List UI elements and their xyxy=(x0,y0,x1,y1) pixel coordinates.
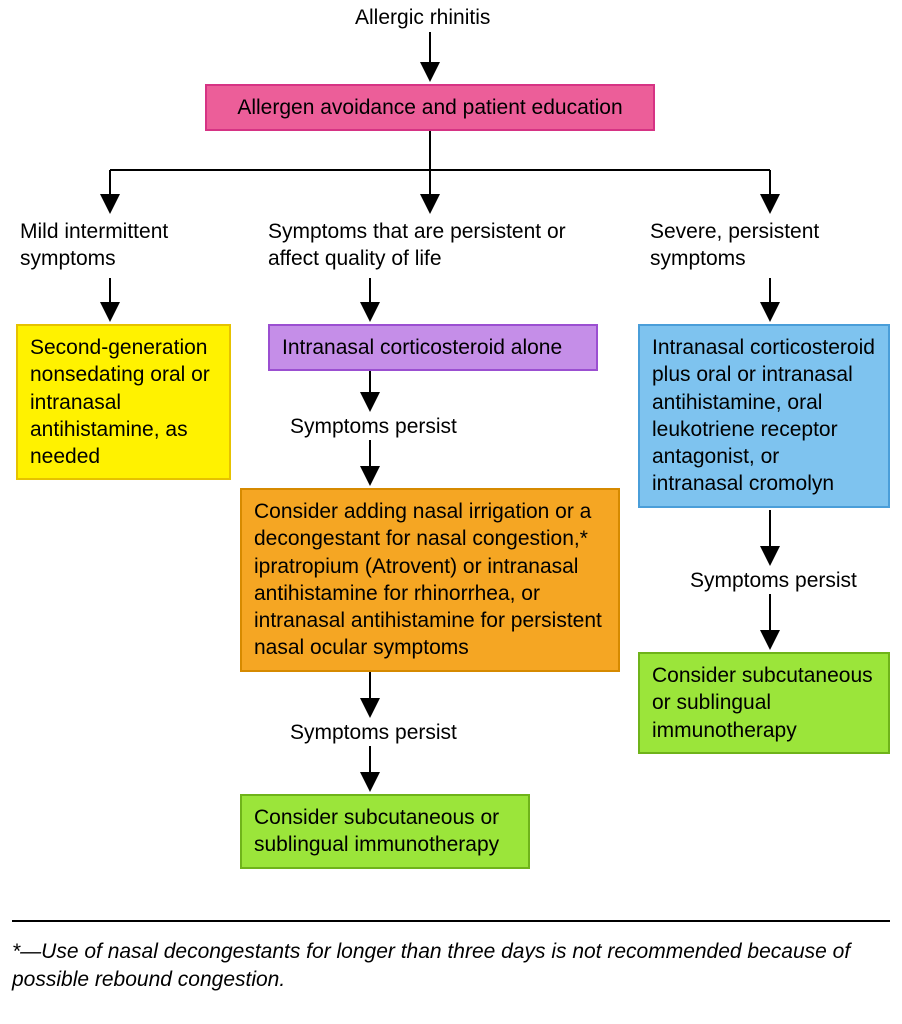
node-persist1: Symptoms persist xyxy=(290,413,457,440)
node-immuno-mid: Consider subcutaneous or sublingual immu… xyxy=(240,794,530,869)
node-consider-add-label: Consider adding nasal irrigation or a de… xyxy=(254,500,602,659)
node-second-gen: Second-generation nonsedating oral or in… xyxy=(16,324,231,480)
footnote: *—Use of nasal decongestants for longer … xyxy=(12,938,890,995)
node-severe: Severe, persistent symptoms xyxy=(650,218,880,273)
node-avoidance: Allergen avoidance and patient education xyxy=(205,84,655,131)
node-immuno-right-label: Consider subcutaneous or sublingual immu… xyxy=(652,664,873,742)
title-text: Allergic rhinitis xyxy=(355,4,490,31)
node-persist2: Symptoms persist xyxy=(290,719,457,746)
node-ics-alone: Intranasal corticosteroid alone xyxy=(268,324,598,371)
node-second-gen-label: Second-generation nonsedating oral or in… xyxy=(30,336,210,468)
node-immuno-mid-label: Consider subcutaneous or sublingual immu… xyxy=(254,806,499,856)
node-persistent: Symptoms that are persistent or affect q… xyxy=(268,218,588,273)
node-persist3: Symptoms persist xyxy=(690,567,857,594)
node-avoidance-label: Allergen avoidance and patient education xyxy=(237,96,622,119)
divider xyxy=(12,920,890,922)
node-ics-plus-label: Intranasal corticosteroid plus oral or i… xyxy=(652,336,875,495)
node-immuno-right: Consider subcutaneous or sublingual immu… xyxy=(638,652,890,754)
node-ics-alone-label: Intranasal corticosteroid alone xyxy=(282,336,562,359)
node-ics-plus: Intranasal corticosteroid plus oral or i… xyxy=(638,324,890,508)
node-mild: Mild intermittent symptoms xyxy=(20,218,220,273)
node-consider-add: Consider adding nasal irrigation or a de… xyxy=(240,488,620,672)
